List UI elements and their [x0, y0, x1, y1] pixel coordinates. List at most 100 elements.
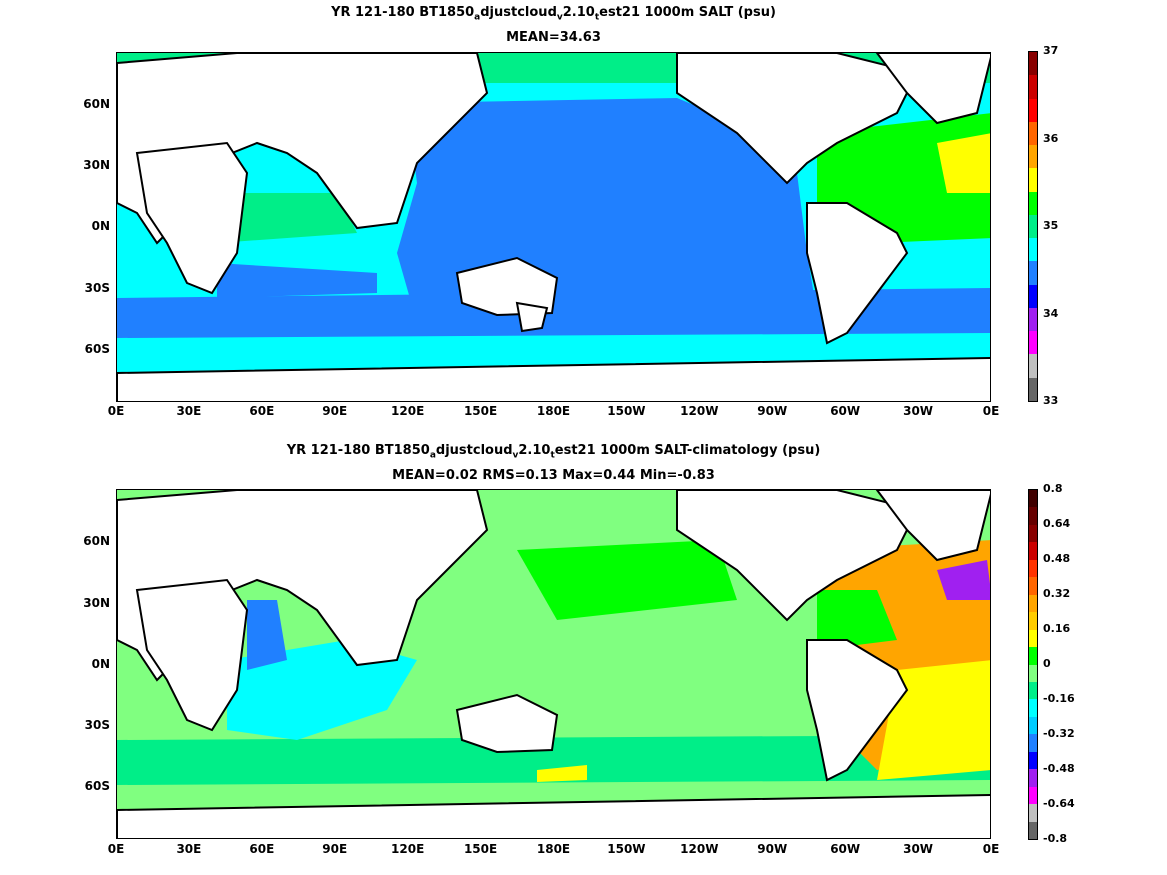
labrador-neg — [937, 560, 990, 600]
panel2-colorbar — [1028, 489, 1038, 840]
panel2-cbtick-0.48: 0.48 — [1043, 552, 1071, 565]
panel2-ytick-30S: 30S — [84, 718, 110, 732]
salt-map-svg — [117, 53, 990, 401]
panel2-ytick-0N: 0N — [91, 657, 110, 671]
xtick-30w: 30W — [903, 404, 934, 418]
xtick-60w: 60W — [830, 404, 861, 418]
xtick-30w: 30W — [903, 842, 934, 856]
xtick-150e: 150E — [463, 842, 498, 856]
panel1-colorbar — [1028, 51, 1038, 402]
xtick-120w: 120W — [680, 404, 719, 418]
panel2-title-line1: YR 121-180 BT1850adjustcloudv2.10test21 … — [286, 443, 821, 461]
colorbar-segment — [1029, 768, 1037, 787]
panel1-ytick-60S: 60S — [84, 342, 110, 356]
colorbar-segment — [1029, 611, 1037, 630]
xtick-90w: 90W — [757, 842, 788, 856]
colorbar-segment — [1029, 490, 1037, 508]
colorbar-segment — [1029, 628, 1037, 648]
southern-yellow — [537, 765, 587, 782]
panel2-cbtick-neg0.16: -0.16 — [1043, 692, 1075, 705]
xtick-90e: 90E — [322, 404, 348, 418]
xtick-150w: 150W — [607, 842, 646, 856]
panel2-cbtick-neg0.64: -0.64 — [1043, 797, 1075, 810]
xtick-180e: 180E — [536, 404, 571, 418]
panel1-ytick-30N: 30N — [83, 158, 110, 172]
xtick-60w: 60W — [830, 842, 861, 856]
atlantic-salty-2 — [937, 133, 990, 193]
colorbar-segment — [1029, 523, 1037, 543]
xtick-150e: 150E — [463, 404, 498, 418]
xtick-30e: 30E — [176, 404, 202, 418]
panel1-title-line2: MEAN=34.63 — [506, 30, 601, 45]
colorbar-segment — [1029, 541, 1037, 560]
panel2-cbtick-0: 0 — [1043, 657, 1051, 670]
colorbar-segment — [1029, 52, 1037, 76]
colorbar-segment — [1029, 733, 1037, 752]
xtick-150w: 150W — [607, 404, 646, 418]
panel1-cbtick-36: 36 — [1043, 132, 1059, 145]
panel2-cbtick-neg0.8: -0.8 — [1043, 832, 1068, 845]
colorbar-segment — [1029, 97, 1037, 122]
anomaly-pos-band — [117, 735, 990, 785]
colorbar-segment — [1029, 698, 1037, 717]
xtick-0e: 0E — [982, 842, 1000, 856]
colorbar-segment — [1029, 330, 1037, 355]
southern-fresh-band — [117, 288, 990, 338]
panel2-cbtick-neg0.48: -0.48 — [1043, 762, 1075, 775]
salt-anomaly-map-svg — [117, 490, 990, 838]
colorbar-segment — [1029, 820, 1037, 839]
xtick-0e: 0E — [982, 404, 1000, 418]
colorbar-segment — [1029, 715, 1037, 735]
colorbar-segment — [1029, 260, 1037, 285]
indian-north — [217, 193, 357, 243]
panel2-map — [116, 489, 991, 839]
colorbar-segment — [1029, 167, 1037, 192]
colorbar-segment — [1029, 283, 1037, 308]
panel2-cbtick-0.8: 0.8 — [1043, 482, 1063, 495]
xtick-90w: 90W — [757, 404, 788, 418]
xtick-0e: 0E — [107, 404, 125, 418]
xtick-30e: 30E — [176, 842, 202, 856]
panel1-map — [116, 52, 991, 402]
colorbar-segment — [1029, 576, 1037, 595]
colorbar-segment — [1029, 213, 1037, 239]
colorbar-segment — [1029, 646, 1037, 665]
colorbar-segment — [1029, 144, 1037, 169]
panel2-cbtick-neg0.32: -0.32 — [1043, 727, 1075, 740]
panel1-ytick-30S: 30S — [84, 281, 110, 295]
colorbar-segment — [1029, 353, 1037, 378]
panel1-cbtick-34: 34 — [1043, 307, 1059, 320]
colorbar-segment — [1029, 785, 1037, 805]
panel1-cbtick-37: 37 — [1043, 44, 1059, 57]
xtick-120e: 120E — [391, 404, 425, 418]
panel1-ytick-0N: 0N — [91, 219, 110, 233]
xtick-60e: 60E — [249, 404, 275, 418]
panel1-cbtick-35: 35 — [1043, 219, 1059, 232]
xtick-120e: 120E — [391, 842, 425, 856]
land-mass — [117, 53, 990, 401]
xtick-0e: 0E — [107, 842, 125, 856]
indian-band — [217, 263, 377, 298]
colorbar-segment — [1029, 750, 1037, 770]
colorbar-segment — [1029, 190, 1037, 215]
panel2-title-line2: MEAN=0.02 RMS=0.13 Max=0.44 Min=-0.83 — [392, 468, 715, 483]
colorbar-segment — [1029, 306, 1037, 332]
panel2-cbtick-0.32: 0.32 — [1043, 587, 1071, 600]
colorbar-segment — [1029, 74, 1037, 99]
panel2-ytick-60S: 60S — [84, 779, 110, 793]
panel2-ytick-30N: 30N — [83, 596, 110, 610]
colorbar-segment — [1029, 558, 1037, 578]
xtick-120w: 120W — [680, 842, 719, 856]
colorbar-segment — [1029, 680, 1037, 700]
colorbar-segment — [1029, 593, 1037, 613]
pacific-green — [517, 540, 737, 620]
xtick-60e: 60E — [249, 842, 275, 856]
atlantic-green — [817, 590, 897, 650]
colorbar-segment — [1029, 506, 1037, 525]
panel1-title-line1: YR 121-180 BT1850adjustcloudv2.10test21 … — [331, 5, 776, 23]
colorbar-segment — [1029, 120, 1037, 146]
colorbar-segment — [1029, 237, 1037, 262]
colorbar-segment — [1029, 663, 1037, 682]
land-mass — [117, 490, 990, 838]
indian-negative — [227, 640, 417, 740]
